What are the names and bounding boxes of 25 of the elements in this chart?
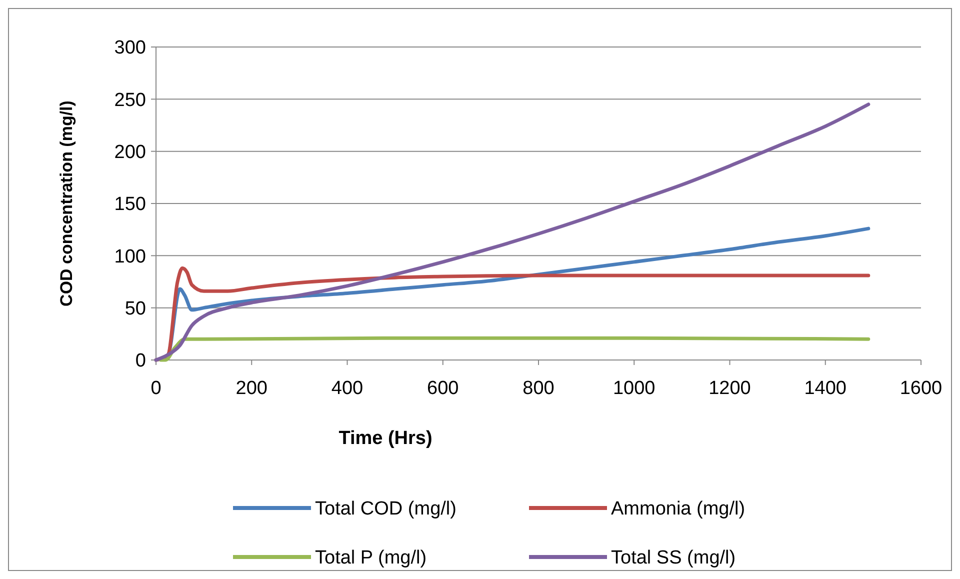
x-tick-label: 200 xyxy=(236,378,268,399)
x-tick-label: 600 xyxy=(427,378,459,399)
y-axis-title: COD concentration (mg/l) xyxy=(57,100,76,306)
line-series xyxy=(154,102,870,362)
x-tick-label: 1200 xyxy=(708,378,751,399)
y-tick-label: 50 xyxy=(124,298,146,320)
x-tick-label: 800 xyxy=(522,378,554,399)
legend-label: Total COD (mg/l) xyxy=(315,498,456,520)
y-tick-label: 100 xyxy=(114,246,146,268)
y-tick-label: 200 xyxy=(114,142,146,163)
y-tick-label: 300 xyxy=(114,38,146,59)
legend-label: Total P (mg/l) xyxy=(315,548,427,569)
line-series xyxy=(159,336,870,362)
legend-label: Total SS (mg/l) xyxy=(611,548,736,569)
x-tick-label: 400 xyxy=(331,378,364,399)
y-tick-label: 0 xyxy=(135,350,146,372)
x-axis-title: Time (Hrs) xyxy=(338,428,432,449)
x-tick-label: 1400 xyxy=(804,378,847,399)
x-tick-label: 1000 xyxy=(612,378,656,399)
line-series xyxy=(154,266,870,362)
y-tick-label: 150 xyxy=(114,194,146,216)
legend-label: Ammonia (mg/l) xyxy=(611,498,746,520)
x-tick-label: 0 xyxy=(150,378,162,399)
y-tick-label: 250 xyxy=(114,90,146,111)
x-tick-label: 1600 xyxy=(900,378,942,399)
